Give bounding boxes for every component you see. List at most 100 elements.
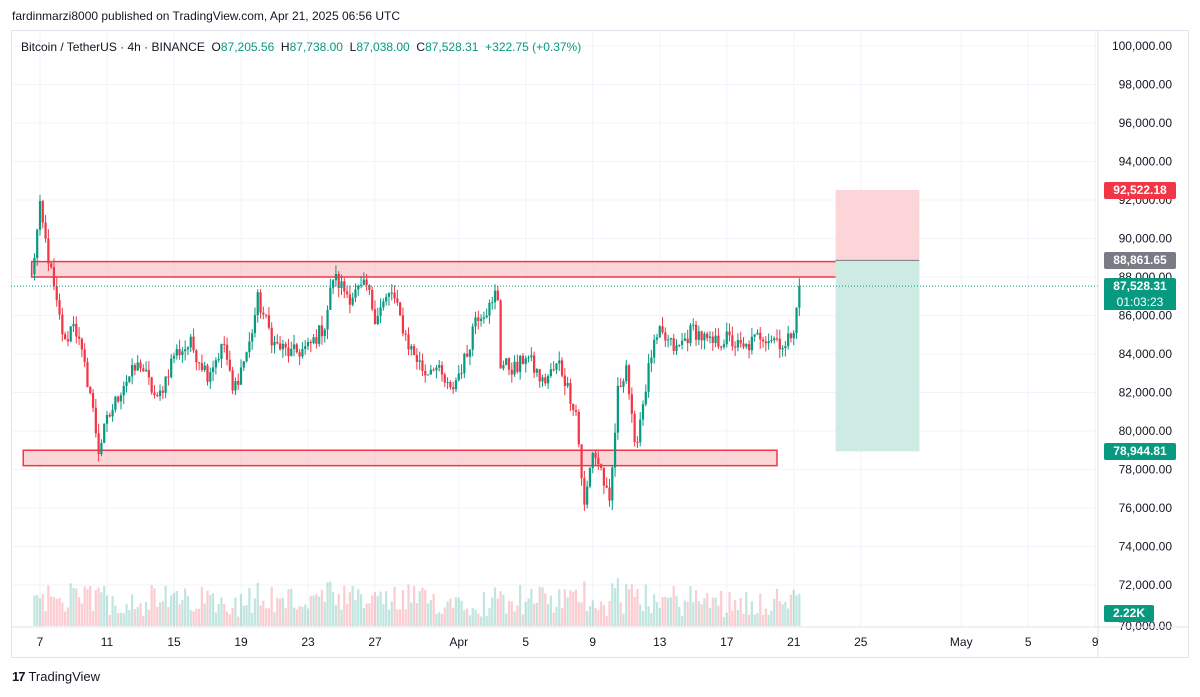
ohlc-legend: Bitcoin / TetherUS · 4h · BINANCE O87,20… bbox=[21, 40, 581, 54]
volume-bar bbox=[546, 604, 550, 626]
candle-body bbox=[574, 410, 578, 412]
candle-body bbox=[153, 392, 156, 396]
volume-bar bbox=[217, 604, 220, 626]
x-tick-label: 7 bbox=[37, 635, 44, 649]
candle-body bbox=[424, 370, 427, 376]
candle-body bbox=[228, 359, 231, 371]
publisher-line: fardinmarzi8000 published on TradingView… bbox=[12, 9, 401, 23]
volume-bar bbox=[792, 589, 795, 626]
volume-bar bbox=[365, 603, 368, 626]
volume-bar bbox=[41, 593, 44, 626]
candle-body bbox=[784, 346, 787, 349]
volume-bar bbox=[223, 604, 226, 626]
candle-body bbox=[36, 229, 39, 258]
volume-bar bbox=[798, 593, 801, 626]
candle-body bbox=[86, 362, 89, 388]
candle-body bbox=[454, 380, 458, 390]
y-tick-label: 90,000.00 bbox=[1119, 232, 1173, 246]
volume-bar bbox=[745, 592, 748, 626]
volume-bar bbox=[225, 611, 229, 626]
candle-body bbox=[795, 307, 798, 334]
volume-bar bbox=[97, 587, 100, 626]
volume-bar bbox=[164, 585, 167, 626]
tradingview-logo[interactable]: 17 TradingView bbox=[12, 669, 100, 684]
candle-body bbox=[133, 365, 137, 371]
candle-body bbox=[371, 290, 374, 310]
candle-body bbox=[273, 341, 276, 346]
volume-bar bbox=[787, 608, 790, 626]
volume-bar bbox=[326, 582, 329, 626]
volume-bar bbox=[750, 601, 753, 626]
volume-bar bbox=[242, 605, 245, 626]
candle-body bbox=[256, 292, 259, 316]
candle-body bbox=[345, 291, 349, 295]
candle-body bbox=[546, 376, 550, 384]
candle-body bbox=[189, 336, 192, 348]
volume-bar bbox=[281, 597, 284, 626]
x-tick-label: Apr bbox=[449, 635, 468, 649]
volume-bar bbox=[178, 604, 181, 626]
volume-bar bbox=[734, 600, 737, 626]
candle-body bbox=[756, 332, 759, 335]
candle-body bbox=[552, 369, 555, 371]
volume-bars bbox=[33, 578, 801, 626]
volume-bar bbox=[287, 589, 290, 626]
volume-bar bbox=[259, 605, 262, 626]
candle-body bbox=[513, 361, 516, 375]
volume-bar bbox=[600, 601, 603, 626]
volume-bar bbox=[770, 610, 773, 626]
volume-bar bbox=[144, 601, 148, 626]
volume-bar bbox=[555, 606, 558, 626]
candle-body bbox=[533, 355, 536, 373]
volume-bar bbox=[253, 598, 257, 626]
volume-bar bbox=[103, 586, 106, 626]
volume-bar bbox=[320, 589, 324, 626]
x-tick-label: 13 bbox=[653, 635, 667, 649]
candle-body bbox=[496, 290, 499, 301]
candle-body bbox=[175, 348, 178, 356]
volume-bar bbox=[619, 602, 622, 626]
volume-bar bbox=[220, 597, 223, 626]
volume-bar bbox=[373, 592, 377, 626]
legend-close: 87,528.31 bbox=[425, 40, 479, 54]
candle-body bbox=[117, 396, 120, 402]
volume-bar bbox=[591, 600, 594, 626]
candle-body bbox=[69, 326, 72, 342]
candle-body bbox=[365, 279, 368, 286]
volume-bar bbox=[703, 598, 706, 626]
candle-body bbox=[789, 333, 793, 339]
volume-bar bbox=[566, 597, 569, 626]
candle-body bbox=[220, 343, 223, 359]
volume-bar bbox=[192, 611, 195, 626]
legend-o-key: O bbox=[211, 40, 221, 54]
candle-body bbox=[457, 373, 460, 381]
volume-bar bbox=[711, 597, 714, 626]
candles bbox=[33, 194, 801, 511]
candle-body bbox=[385, 296, 388, 302]
x-tick-label: 5 bbox=[1025, 635, 1032, 649]
candle-body bbox=[312, 337, 315, 344]
volume-bar bbox=[580, 602, 583, 626]
volume-bar bbox=[228, 614, 231, 626]
candle-body bbox=[781, 348, 784, 350]
candle-body bbox=[426, 374, 430, 376]
x-tick-label: 5 bbox=[522, 635, 529, 649]
candle-body bbox=[711, 336, 714, 343]
candle-body bbox=[625, 365, 628, 382]
x-tick-label: 15 bbox=[167, 635, 181, 649]
volume-bar bbox=[150, 585, 153, 626]
volume-bar bbox=[482, 592, 485, 626]
candle-body bbox=[278, 343, 282, 350]
volume-bar bbox=[463, 610, 466, 626]
candle-body bbox=[97, 433, 100, 455]
legend-high: 87,738.00 bbox=[289, 40, 343, 54]
candle-body bbox=[399, 302, 402, 316]
candle-body bbox=[111, 409, 114, 417]
current-price-label: 87,528.31 bbox=[1104, 278, 1176, 296]
volume-bar bbox=[231, 607, 234, 626]
y-axis: 72,000.00 74,000.00 76,000.00 78,000.00 80,0… bbox=[1097, 30, 1173, 658]
candle-body bbox=[722, 344, 726, 348]
volume-bar bbox=[521, 614, 525, 626]
y-tick-label: 82,000.00 bbox=[1119, 386, 1173, 400]
